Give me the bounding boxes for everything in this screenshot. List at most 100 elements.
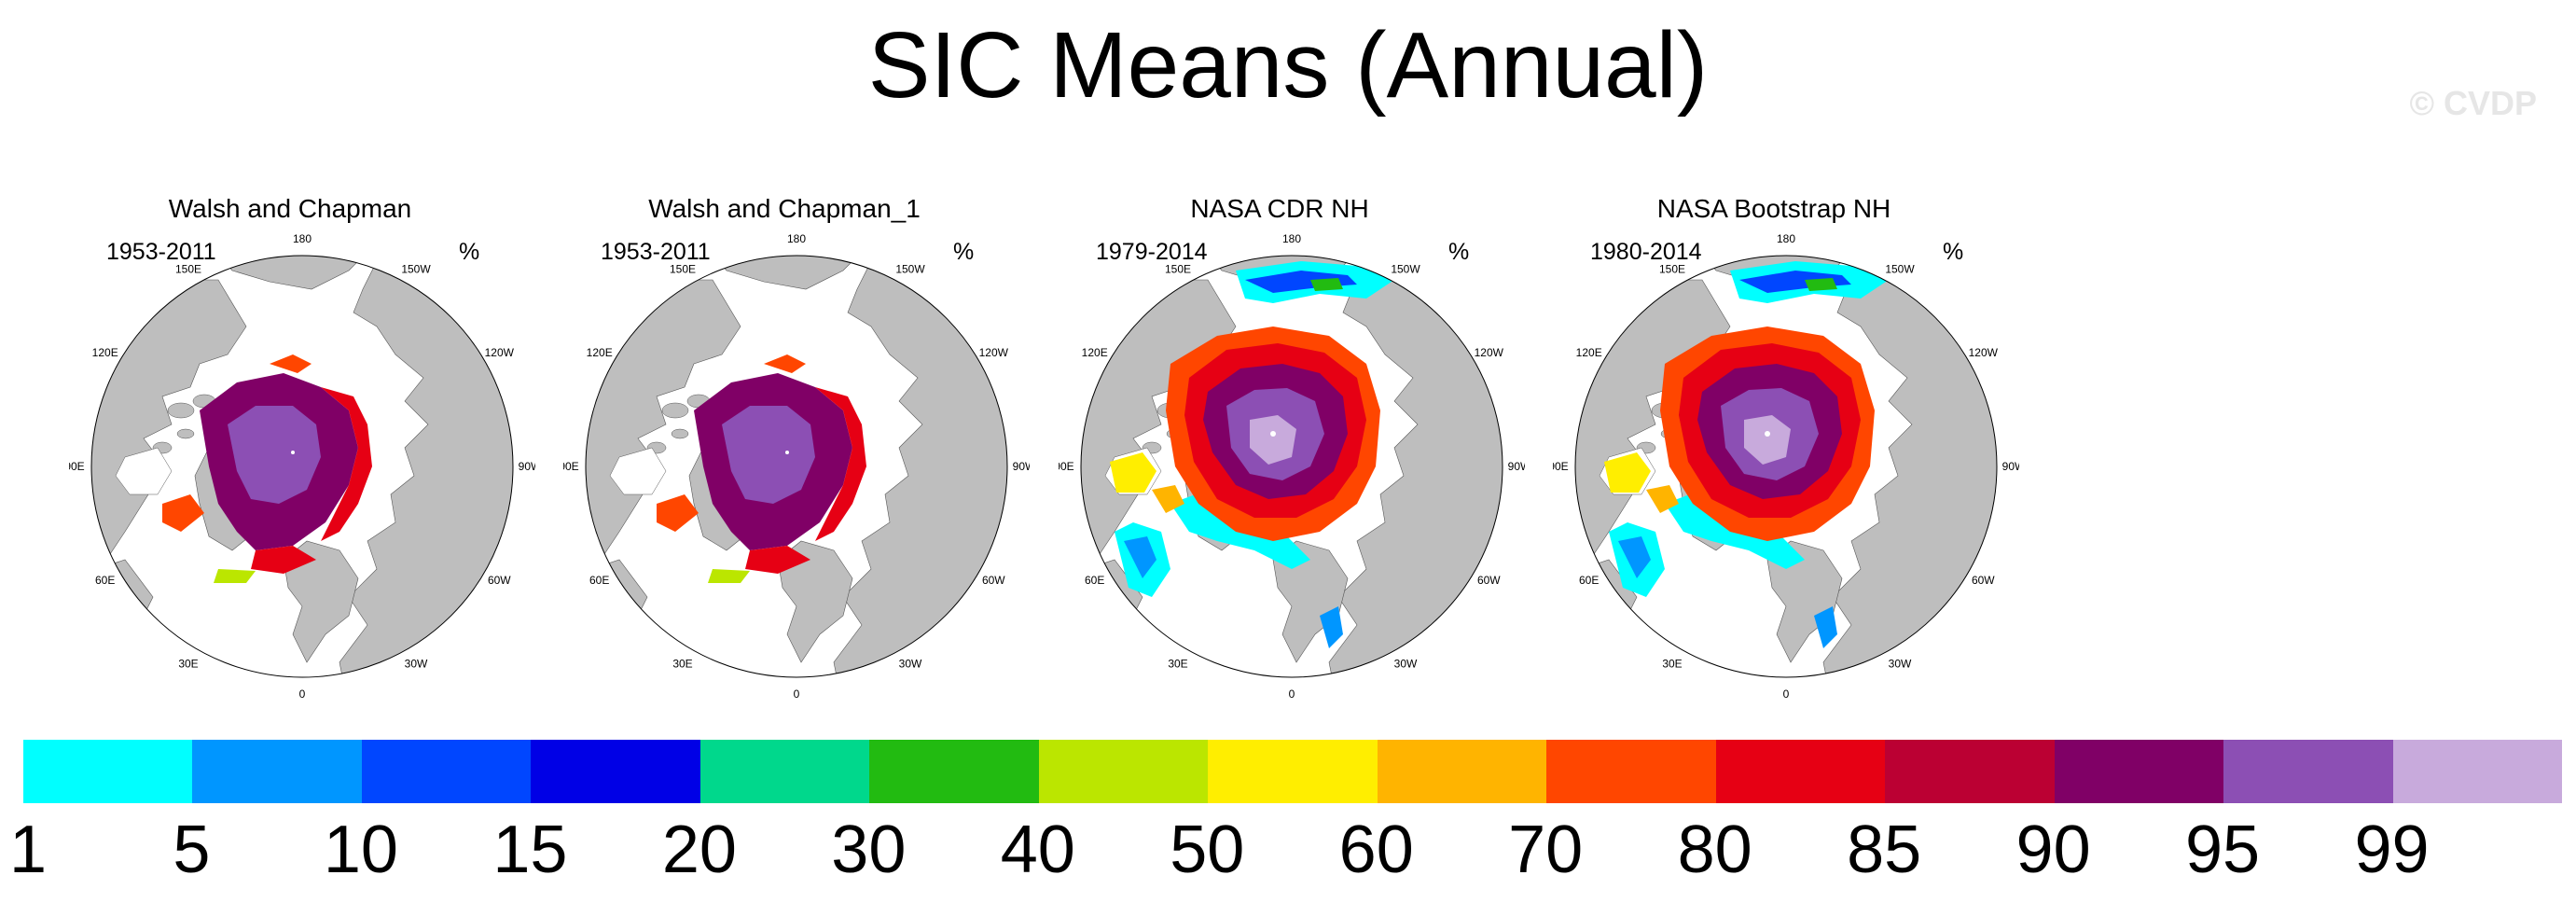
- pole-hole: [785, 451, 789, 454]
- ice-95-99: [228, 406, 321, 504]
- longitude-label: 60W: [488, 574, 511, 587]
- map-area: [1575, 256, 1997, 677]
- longitude-label: 150E: [175, 263, 201, 276]
- longitude-label: 60E: [1085, 574, 1104, 587]
- hudson-bay: [115, 447, 173, 495]
- panel-period: 1979-2014: [1096, 239, 1208, 265]
- ice-80-85: [321, 387, 372, 541]
- figure-title: SIC Means (Annual): [867, 13, 1709, 118]
- map-frame: [585, 255, 1008, 678]
- longitude-label: 30E: [1662, 657, 1682, 670]
- ice-70-80: [657, 494, 699, 532]
- longitude-label: 60E: [95, 574, 115, 587]
- panel-units: %: [1448, 239, 1470, 265]
- map-area: [91, 256, 513, 677]
- ice-70-80: [764, 354, 806, 373]
- longitude-label: 90W: [1013, 460, 1030, 473]
- longitude-label: 60W: [1477, 574, 1501, 587]
- map-area: [586, 256, 1007, 677]
- longitude-label: 150E: [1659, 263, 1685, 276]
- colorbar-box-11: [1885, 740, 2055, 803]
- longitude-label: 150E: [1165, 263, 1191, 276]
- colorbar-box-7: [1208, 740, 1378, 803]
- ice-50-60: [1604, 452, 1651, 493]
- longitude-label: 150W: [895, 263, 925, 276]
- colorbar-label: 1: [8, 813, 48, 887]
- colorbar-box-9: [1546, 740, 1716, 803]
- ice-10-15: [1739, 271, 1851, 293]
- land-mass: [283, 540, 359, 663]
- polar-map: 180 150E 120E 90E 60E 30E 0 30W 60W 90W 120W 150W: [69, 232, 535, 701]
- map-panel-3: NASA CDR NH 1979-2014 % 180 150E 120E 90E 60…: [1059, 187, 1544, 709]
- longitude-label: 120W: [979, 346, 1009, 359]
- panel-title: Walsh and Chapman: [168, 194, 412, 223]
- longitude-label: 90W: [2002, 460, 2019, 473]
- ice-30-40: [1805, 278, 1837, 291]
- longitude-label: 120W: [1475, 346, 1504, 359]
- colorbar-box-4: [699, 740, 870, 803]
- colorbar: [22, 739, 2563, 804]
- colorbar-box-2: [361, 740, 532, 803]
- longitude-label: 60E: [589, 574, 609, 587]
- colorbar-label: 40: [1000, 813, 1075, 887]
- panel-period: 1953-2011: [106, 239, 216, 265]
- longitude-label: 180: [787, 232, 806, 245]
- ice-5-10: [1618, 536, 1651, 578]
- cvdp-watermark: © CVDP: [2409, 84, 2537, 122]
- colorbar-label: 20: [661, 813, 737, 887]
- colorbar-box-8: [1377, 740, 1547, 803]
- land-mass: [702, 256, 872, 290]
- longitude-label: 120W: [1969, 346, 1999, 359]
- ice-70-80: [162, 494, 204, 532]
- ice-70-80: [270, 354, 312, 373]
- colorbar-label: 15: [492, 813, 568, 887]
- colorbar-label: 70: [1508, 813, 1584, 887]
- longitude-label: 30W: [1889, 657, 1912, 670]
- colorbar-box-14: [2392, 740, 2563, 803]
- longitude-label: 120E: [92, 346, 118, 359]
- map-frame: [90, 255, 514, 678]
- colorbar-label: 90: [2015, 813, 2091, 887]
- island: [176, 428, 195, 439]
- island: [661, 402, 689, 419]
- ice-80-85: [815, 387, 866, 541]
- longitude-label: 150W: [401, 263, 431, 276]
- map-frame: [1574, 255, 1998, 678]
- ice-5-10: [1320, 606, 1343, 648]
- pole-hole: [1765, 431, 1770, 437]
- ice-95-99: [722, 406, 815, 504]
- pole-hole: [1270, 431, 1276, 437]
- colorbar-labels: 1 5 10 15 20 30 40 50 60 70 80 85 90 95 99: [0, 812, 2576, 896]
- longitude-label: 60E: [1579, 574, 1599, 587]
- colorbar-label: 10: [323, 813, 398, 887]
- panel-title: NASA CDR NH: [1190, 194, 1369, 223]
- panel-units: %: [459, 239, 480, 265]
- island: [167, 402, 195, 419]
- longitude-label: 0: [1783, 688, 1790, 701]
- longitude-label: 0: [299, 688, 306, 701]
- map-area: [1081, 256, 1503, 677]
- hudson-bay: [609, 447, 667, 495]
- longitude-label: 90W: [1508, 460, 1525, 473]
- map-panel-2: Walsh and Chapman_1 1953-2011 % 180 150E 1…: [563, 187, 1048, 709]
- colorbar-label: 99: [2354, 813, 2430, 887]
- longitude-label: 30E: [672, 657, 692, 670]
- polar-map: 180 150E 120E 90E 60E 30E 0 30W 60W 90W 120W 150W: [1553, 232, 2019, 701]
- polar-map: 180 150E 120E 90E 60E 30E 0 30W 60W 90W 120W 150W: [563, 232, 1030, 701]
- panel-title: NASA Bootstrap NH: [1656, 194, 1891, 223]
- longitude-label: 30E: [178, 657, 198, 670]
- ice-30-40: [1310, 278, 1343, 291]
- polar-map: 180 150E 120E 90E 60E 30E 0 30W 60W 90W 120W 150W: [1059, 232, 1525, 701]
- colorbar-box-0: [23, 740, 193, 803]
- ice-80-85: [745, 546, 810, 574]
- map-panel-4: NASA Bootstrap NH 1980-2014 % 180 150E 120…: [1553, 187, 2038, 709]
- longitude-label: 90E: [563, 460, 579, 473]
- longitude-label: 120E: [1576, 346, 1602, 359]
- longitude-label: 30W: [899, 657, 922, 670]
- land-mass: [777, 540, 853, 663]
- colorbar-box-12: [2054, 740, 2224, 803]
- longitude-label: 150W: [1885, 263, 1915, 276]
- longitude-label: 0: [794, 688, 800, 701]
- longitude-label: 60W: [1972, 574, 1995, 587]
- colorbar-box-3: [531, 740, 700, 803]
